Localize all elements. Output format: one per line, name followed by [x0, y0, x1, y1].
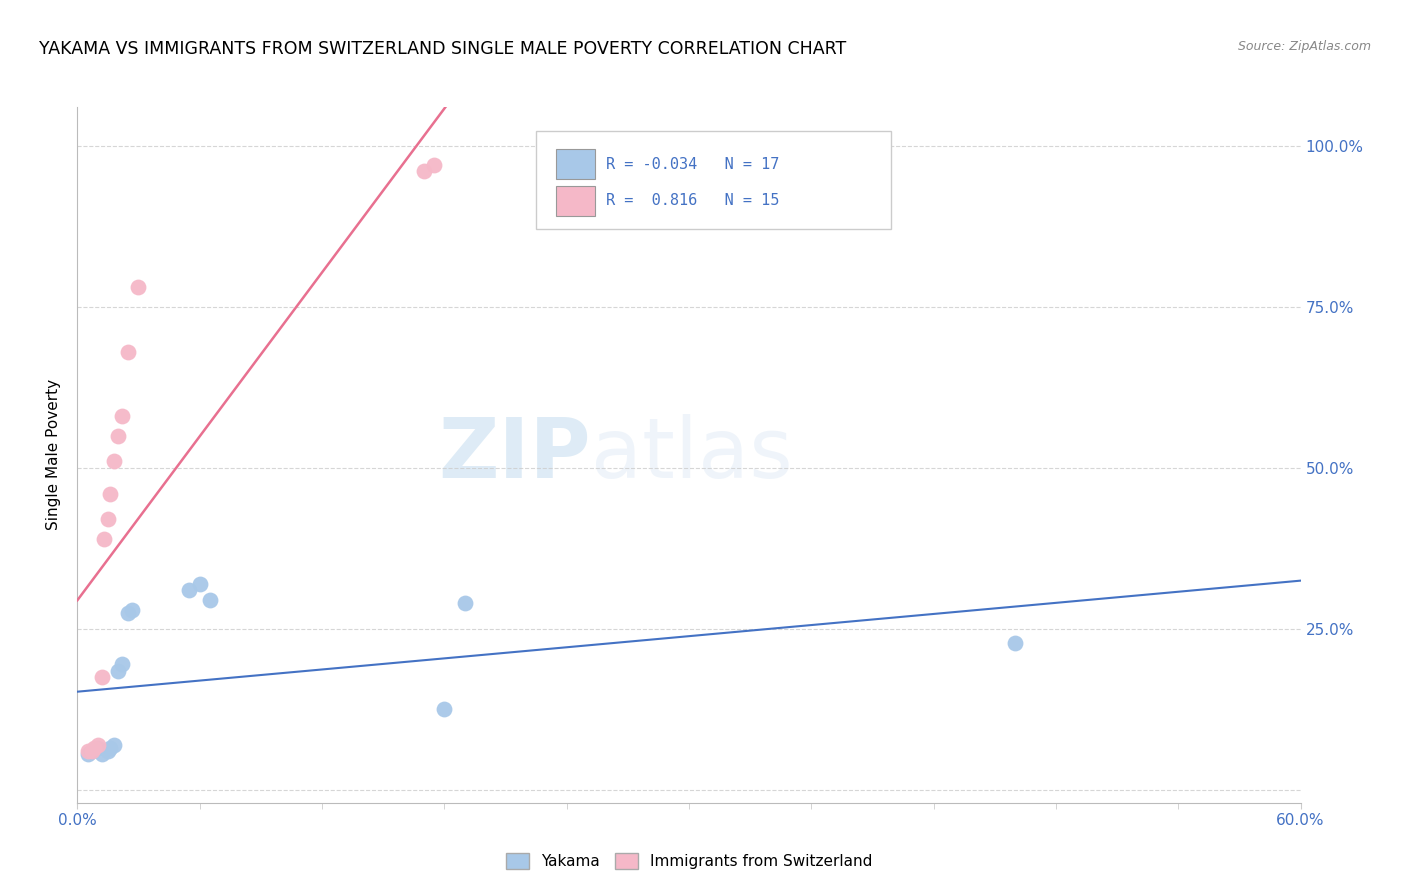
Point: [98, 741, 121, 756]
Point: [83, 741, 105, 756]
FancyBboxPatch shape: [555, 150, 595, 178]
Point: [121, 602, 143, 616]
Legend: Yakama, Immigrants from Switzerland: Yakama, Immigrants from Switzerland: [499, 847, 879, 875]
Point: [1004, 636, 1026, 650]
Text: Source: ZipAtlas.com: Source: ZipAtlas.com: [1237, 40, 1371, 54]
Point: [117, 344, 139, 359]
Point: [97, 512, 120, 526]
Point: [433, 702, 456, 716]
Point: [179, 583, 201, 598]
Point: [103, 454, 125, 468]
Point: [188, 576, 211, 591]
Point: [76, 744, 98, 758]
Point: [90, 747, 112, 762]
Point: [87, 741, 110, 756]
Point: [90, 670, 112, 684]
Point: [103, 738, 125, 752]
Point: [107, 664, 129, 678]
Point: [128, 280, 150, 294]
Point: [111, 657, 134, 672]
Point: [93, 532, 115, 546]
Text: ZIP: ZIP: [439, 415, 591, 495]
Y-axis label: Single Male Poverty: Single Male Poverty: [46, 379, 62, 531]
Point: [454, 596, 477, 610]
Point: [413, 164, 436, 178]
Text: R =  0.816   N = 15: R = 0.816 N = 15: [606, 194, 779, 209]
Point: [198, 592, 221, 607]
Text: atlas: atlas: [591, 415, 793, 495]
Text: R = -0.034   N = 17: R = -0.034 N = 17: [606, 157, 779, 171]
Point: [97, 744, 120, 758]
Point: [98, 486, 121, 500]
Point: [87, 738, 110, 752]
Point: [76, 747, 98, 762]
Point: [80, 744, 103, 758]
Point: [423, 158, 446, 172]
Text: YAKAMA VS IMMIGRANTS FROM SWITZERLAND SINGLE MALE POVERTY CORRELATION CHART: YAKAMA VS IMMIGRANTS FROM SWITZERLAND SI…: [39, 40, 846, 58]
Point: [80, 744, 103, 758]
FancyBboxPatch shape: [536, 131, 891, 229]
Point: [117, 606, 139, 620]
Point: [111, 409, 134, 424]
Point: [107, 428, 129, 442]
FancyBboxPatch shape: [555, 186, 595, 216]
